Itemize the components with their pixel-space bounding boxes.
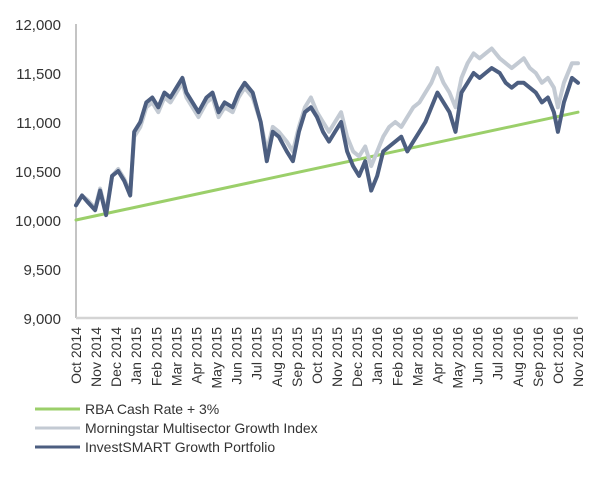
x-tick-label: Mar 2016 [409, 327, 425, 386]
x-axis: Oct 2014 Nov 2014 Dec 2014 Jan 2015 Feb 2015… [68, 327, 586, 389]
x-tick-label: Aug 2016 [510, 327, 526, 387]
y-tick-label: 11,500 [16, 66, 61, 83]
legend: RBA Cash Rate + 3% Morningstar Multisecto… [35, 401, 318, 455]
series-line-morningstar [74, 46, 580, 215]
series-line-rba-cash-rate [74, 110, 580, 222]
x-tick-label: Dec 2014 [108, 327, 124, 387]
x-tick-label: Oct 2016 [550, 327, 566, 384]
x-tick-label: Apr 2015 [188, 327, 204, 384]
x-tick-label: Jun 2015 [229, 327, 245, 385]
y-tick-label: 12,000 [15, 17, 61, 34]
x-tick-label: May 2016 [450, 327, 466, 389]
x-tick-label: Feb 2016 [389, 327, 405, 386]
series-line-investsmart [74, 66, 580, 218]
y-tick-label: 9,500 [23, 262, 61, 279]
x-tick-label: Jul 2015 [249, 327, 265, 380]
x-tick-label: Mar 2015 [168, 327, 184, 386]
legend-label: Morningstar Multisector Growth Index [85, 420, 318, 436]
x-tick-label: Jan 2016 [369, 327, 385, 385]
x-tick-label: Sep 2016 [530, 327, 546, 387]
x-tick-label: Apr 2016 [429, 327, 445, 384]
y-tick-label: 10,500 [15, 164, 61, 181]
y-axis: 9,000 9,500 10,000 10,500 11,000 11,500 12,000 [15, 17, 61, 328]
series-group [74, 46, 580, 222]
legend-label: InvestSMART Growth Portfolio [85, 439, 275, 455]
x-tick-label: May 2015 [209, 327, 225, 389]
x-tick-label: Jun 2016 [470, 327, 486, 385]
x-tick-label: Oct 2015 [309, 327, 325, 384]
x-tick-label: Jan 2015 [128, 327, 144, 385]
y-tick-label: 11,000 [16, 115, 61, 132]
y-tick-label: 9,000 [23, 311, 61, 328]
x-tick-label: Sep 2015 [289, 327, 305, 387]
x-tick-label: Jul 2016 [490, 327, 506, 380]
legend-label: RBA Cash Rate + 3% [85, 401, 219, 417]
x-tick-label: Aug 2015 [269, 327, 285, 387]
x-tick-label: Nov 2014 [88, 327, 104, 387]
x-tick-label: Nov 2015 [329, 327, 345, 387]
y-tick-label: 10,000 [15, 213, 61, 230]
x-tick-label: Nov 2016 [570, 327, 586, 387]
x-tick-label: Feb 2015 [148, 327, 164, 386]
x-tick-label: Oct 2014 [68, 327, 84, 384]
x-tick-label: Dec 2015 [349, 327, 365, 387]
